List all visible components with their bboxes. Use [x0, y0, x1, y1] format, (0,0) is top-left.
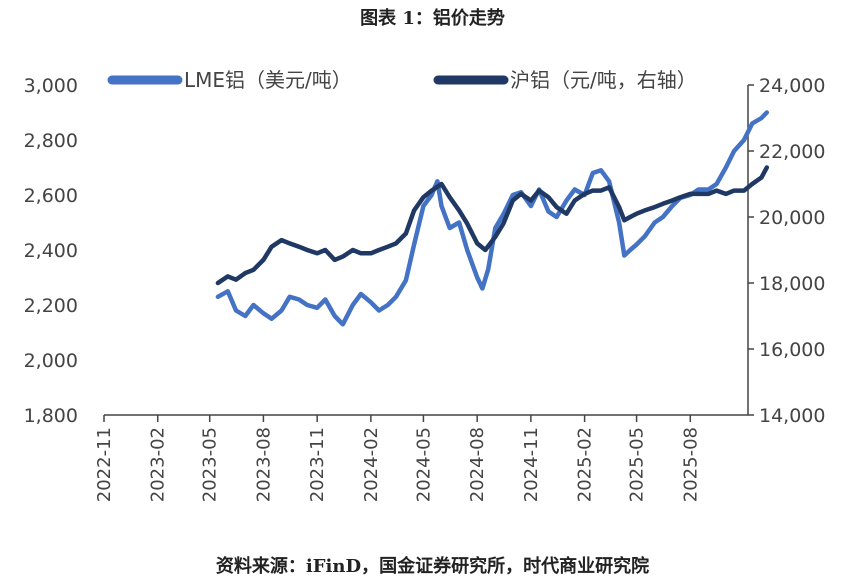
left-tick-label: 3,000	[24, 75, 78, 97]
x-tick-label: 2022-11	[94, 427, 115, 502]
right-tick-label: 14,000	[759, 405, 825, 427]
legend-label: LME铝（美元/吨）	[184, 68, 352, 92]
source-note: 资料来源：iFinD，国金证券研究所，时代商业研究院	[215, 556, 650, 577]
x-tick-label: 2024-02	[361, 427, 382, 502]
x-tick-label: 2024-11	[521, 427, 542, 502]
series-line-lme	[215, 110, 770, 327]
legend: LME铝（美元/吨） 沪铝（元/吨，右轴）	[107, 68, 697, 92]
series-layer	[215, 110, 770, 327]
right-tick-label: 22,000	[759, 141, 825, 163]
x-tick-label: 2025-08	[680, 427, 701, 502]
x-tick-label: 2024-05	[413, 427, 434, 502]
right-tick-label: 20,000	[759, 207, 825, 229]
right-tick-label: 18,000	[759, 273, 825, 295]
x-tick-label: 2023-08	[253, 427, 274, 502]
legend-label: 沪铝（元/吨，右轴）	[510, 68, 697, 92]
x-tick-label: 2025-02	[575, 427, 596, 502]
right-tick-label: 24,000	[759, 75, 825, 97]
left-tick-label: 2,200	[24, 295, 78, 317]
left-tick-label: 2,000	[24, 350, 78, 372]
right-axis-ticks: 14,000 16,000 18,000 20,000 22,000 24,000	[748, 75, 825, 427]
chart-title: 图表 1：铝价走势	[360, 8, 505, 29]
left-tick-label: 1,800	[24, 405, 78, 427]
x-tick-label: 2023-02	[148, 427, 169, 502]
left-tick-label: 2,400	[24, 240, 78, 262]
left-axis-ticks: 1,800 2,000 2,200 2,400 2,600 2,800 3,000	[24, 75, 78, 427]
x-axis-ticks: 2022-11 2023-02 2023-05 2023-08 2023-11 2024-…	[94, 415, 701, 502]
x-tick-label: 2024-08	[467, 427, 488, 502]
x-tick-label: 2025-05	[627, 427, 648, 502]
x-tick-label: 2023-11	[307, 427, 328, 502]
right-tick-label: 16,000	[759, 339, 825, 361]
series-line-shfe	[215, 165, 770, 286]
left-tick-label: 2,600	[24, 185, 78, 207]
left-tick-label: 2,800	[24, 130, 78, 152]
axis-layer	[104, 85, 749, 416]
x-tick-label: 2023-05	[200, 427, 221, 502]
